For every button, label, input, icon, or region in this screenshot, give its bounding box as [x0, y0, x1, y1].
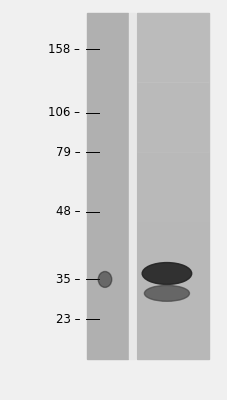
Text: 48 –: 48 –	[55, 206, 80, 218]
Bar	[136, 152, 208, 221]
Text: 106 –: 106 –	[48, 106, 80, 119]
Text: 23 –: 23 –	[55, 313, 80, 326]
Bar	[86, 13, 127, 359]
Ellipse shape	[144, 286, 189, 301]
Bar	[128, 13, 135, 359]
Bar	[136, 13, 208, 359]
Bar	[136, 13, 208, 82]
Ellipse shape	[141, 262, 191, 284]
Text: 158 –: 158 –	[48, 42, 80, 56]
Text: 35 –: 35 –	[56, 273, 80, 286]
Bar	[136, 221, 208, 290]
Bar	[136, 82, 208, 152]
Ellipse shape	[98, 272, 111, 287]
Bar	[136, 290, 208, 359]
Text: 79 –: 79 –	[55, 146, 80, 159]
